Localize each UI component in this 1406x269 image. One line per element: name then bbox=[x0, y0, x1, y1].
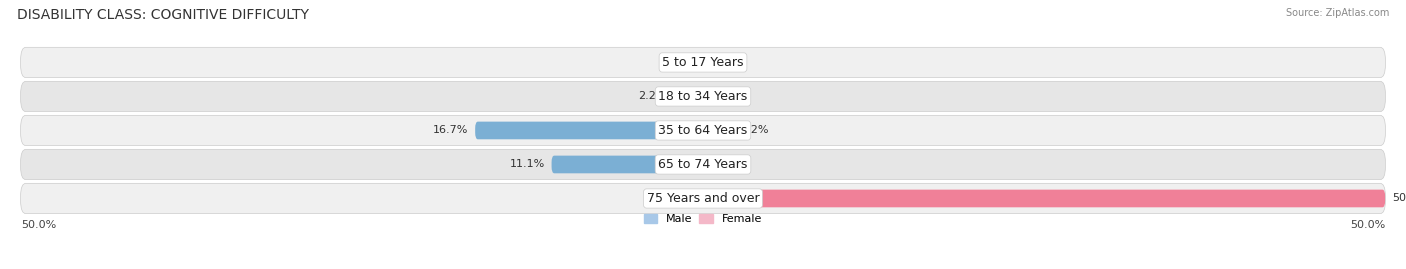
FancyBboxPatch shape bbox=[703, 122, 733, 139]
Text: 75 Years and over: 75 Years and over bbox=[647, 192, 759, 205]
FancyBboxPatch shape bbox=[21, 81, 1385, 112]
Text: 50.0%: 50.0% bbox=[1392, 193, 1406, 203]
Text: 0.0%: 0.0% bbox=[710, 91, 738, 101]
Text: DISABILITY CLASS: COGNITIVE DIFFICULTY: DISABILITY CLASS: COGNITIVE DIFFICULTY bbox=[17, 8, 309, 22]
FancyBboxPatch shape bbox=[21, 47, 1385, 77]
Text: 2.2%: 2.2% bbox=[740, 125, 768, 136]
Text: 18 to 34 Years: 18 to 34 Years bbox=[658, 90, 748, 103]
FancyBboxPatch shape bbox=[673, 88, 703, 105]
Text: 50.0%: 50.0% bbox=[21, 220, 56, 229]
Text: 11.1%: 11.1% bbox=[509, 160, 544, 169]
FancyBboxPatch shape bbox=[551, 156, 703, 173]
Legend: Male, Female: Male, Female bbox=[644, 214, 762, 224]
FancyBboxPatch shape bbox=[703, 190, 1385, 207]
Text: 0.0%: 0.0% bbox=[710, 160, 738, 169]
Text: 0.0%: 0.0% bbox=[668, 193, 696, 203]
Text: Source: ZipAtlas.com: Source: ZipAtlas.com bbox=[1285, 8, 1389, 18]
Text: 0.0%: 0.0% bbox=[710, 58, 738, 68]
Text: 5 to 17 Years: 5 to 17 Years bbox=[662, 56, 744, 69]
FancyBboxPatch shape bbox=[21, 149, 1385, 180]
Text: 50.0%: 50.0% bbox=[1350, 220, 1385, 229]
FancyBboxPatch shape bbox=[21, 183, 1385, 214]
Text: 16.7%: 16.7% bbox=[433, 125, 468, 136]
FancyBboxPatch shape bbox=[475, 122, 703, 139]
Text: 35 to 64 Years: 35 to 64 Years bbox=[658, 124, 748, 137]
Text: 2.2%: 2.2% bbox=[638, 91, 666, 101]
Text: 0.0%: 0.0% bbox=[668, 58, 696, 68]
Text: 65 to 74 Years: 65 to 74 Years bbox=[658, 158, 748, 171]
FancyBboxPatch shape bbox=[21, 115, 1385, 146]
